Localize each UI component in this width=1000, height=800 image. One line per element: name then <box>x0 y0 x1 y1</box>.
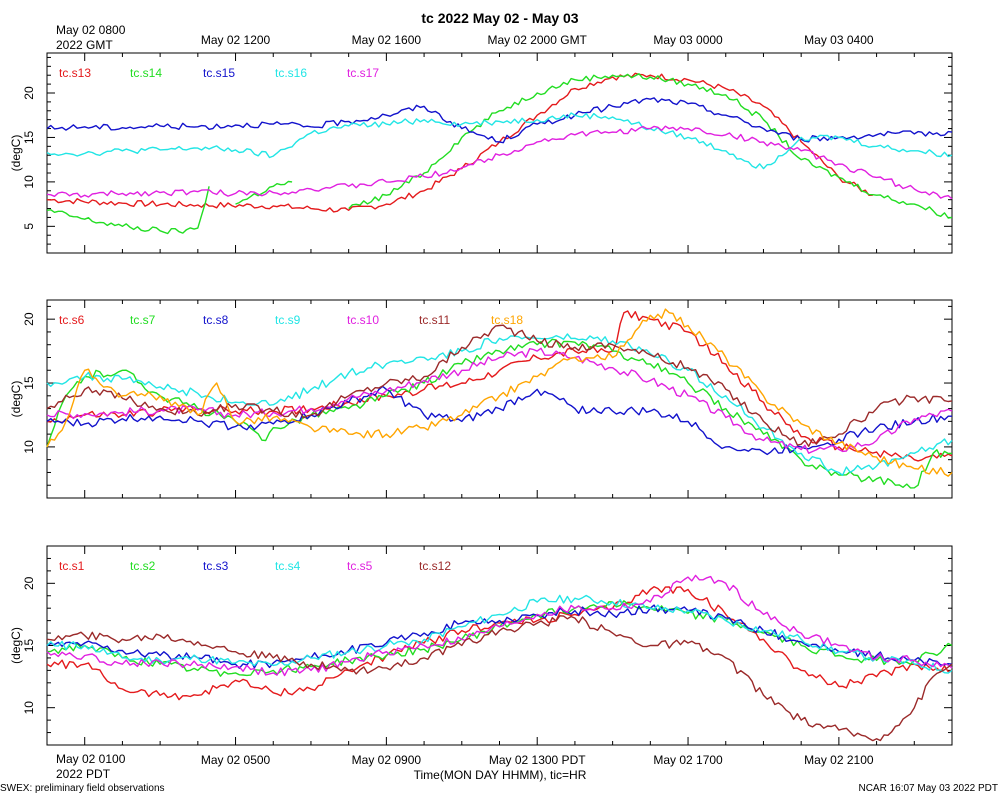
y-tick-label: 15 <box>22 130 36 144</box>
bottom-axis-label: May 02 2100 <box>804 753 874 767</box>
series-line-tc-s9 <box>46 333 953 476</box>
y-tick-label: 10 <box>22 440 36 454</box>
series-line-tc-s2 <box>46 600 953 677</box>
legend-tc-s11: tc.s11 <box>419 313 450 327</box>
bottom-axis-first-label-line1: May 02 0100 <box>56 752 126 766</box>
top-axis-first-label-line1: May 02 0800 <box>56 23 126 37</box>
bottom-axis-label: May 02 1700 <box>653 753 723 767</box>
legend-tc-s8: tc.s8 <box>203 313 229 327</box>
y-tick-label: 20 <box>22 86 36 100</box>
y-tick-label: 15 <box>22 376 36 390</box>
y-tick-label: 15 <box>22 639 36 653</box>
legend-tc-s9: tc.s9 <box>275 313 301 327</box>
legend-tc-s18: tc.s18 <box>491 313 523 327</box>
legend-tc-s6: tc.s6 <box>59 313 85 327</box>
panel-2: 10 15 20 (degC) tc.s6 tc.s7 tc.s8 tc.s9 tc.s10 tc… <box>9 299 953 499</box>
bottom-axis-label: May 02 1300 PDT <box>489 753 586 767</box>
legend-tc-s3: tc.s3 <box>203 559 229 573</box>
plots-group: 5 10 15 20 (degC) tc.s13 tc.s14 tc.s15 tc.s16 tc.… <box>9 52 953 746</box>
panel-3: 10 15 20 (degC) tc.s1 tc.s2 tc.s3 tc.s4 tc.s5 tc.… <box>9 545 953 746</box>
y-tick-label: 10 <box>22 701 36 715</box>
series-line-tc-s16 <box>46 112 953 170</box>
bottom-axis-label: May 02 0500 <box>201 753 271 767</box>
y-tick-label: 20 <box>22 576 36 590</box>
legend-tc-s13: tc.s13 <box>59 66 91 80</box>
series-line-tc-s7 <box>46 338 953 489</box>
y-tick-label: 10 <box>22 175 36 189</box>
legend-tc-s1: tc.s1 <box>59 559 85 573</box>
series-line-tc-s11 <box>46 324 953 447</box>
legend-tc-s17: tc.s17 <box>347 66 379 80</box>
y-tick-label: 20 <box>22 312 36 326</box>
legend-tc-s5: tc.s5 <box>347 559 373 573</box>
series-line-tc-s12 <box>46 615 953 742</box>
bottom-axis-label: May 02 0900 <box>352 753 422 767</box>
panel-frame <box>46 545 953 746</box>
series-line-tc-s10 <box>46 347 953 454</box>
legend-tc-s10: tc.s10 <box>347 313 379 327</box>
bottom-axis-labels: May 02 0500 May 02 0900 May 02 1300 PDT May… <box>201 753 874 767</box>
series-line-tc-s4 <box>46 594 953 674</box>
panel-frame <box>46 52 953 254</box>
bottom-axis-first-label-line2: 2022 PDT <box>56 767 111 781</box>
legend-tc-s7: tc.s7 <box>130 313 156 327</box>
footer-right-stamp: NCAR 16:07 May 03 2022 PDT <box>858 783 998 794</box>
series-line-tc-s18 <box>46 308 953 477</box>
legend-tc-s2: tc.s2 <box>130 559 156 573</box>
top-axis-first-label-line2: 2022 GMT <box>56 38 113 52</box>
top-axis-label: May 03 0000 <box>653 33 723 47</box>
top-axis-label: May 02 1600 <box>352 33 422 47</box>
legend-tc-s4: tc.s4 <box>275 559 301 573</box>
series-line-tc-s17 <box>46 125 953 200</box>
y-tick-label: 5 <box>22 223 36 230</box>
series-line-tc-s15 <box>46 97 953 144</box>
x-axis-title: Time(MON DAY HHMM), tic=HR <box>413 768 587 782</box>
legend-tc-s12: tc.s12 <box>419 559 451 573</box>
legend-tc-s15: tc.s15 <box>203 66 235 80</box>
series-line-tc-s14 <box>46 73 953 235</box>
y-axis-label: (degC) <box>9 381 23 418</box>
top-axis-labels: May 02 1200 May 02 1600 May 02 2000 GMT May… <box>201 33 874 47</box>
legend-tc-s14: tc.s14 <box>130 66 162 80</box>
series-line-tc-s13 <box>46 72 873 213</box>
top-axis-label: May 03 0400 <box>804 33 874 47</box>
y-axis-label: (degC) <box>9 627 23 664</box>
series-line-tc-s8 <box>46 385 952 456</box>
chart-title: tc 2022 May 02 - May 03 <box>421 10 579 26</box>
series-line-tc-s1 <box>46 586 953 701</box>
series-line-tc-s5 <box>46 574 953 677</box>
top-axis-label: May 02 2000 GMT <box>488 33 588 47</box>
top-axis-label: May 02 1200 <box>201 33 271 47</box>
y-axis-label: (degC) <box>9 135 23 172</box>
series-line-tc-s6 <box>46 310 953 462</box>
legend-tc-s16: tc.s16 <box>275 66 307 80</box>
panel-1: 5 10 15 20 (degC) tc.s13 tc.s14 tc.s15 tc.s16 tc.… <box>9 52 953 254</box>
footer-left-note: SWEX: preliminary field observations <box>0 783 165 794</box>
